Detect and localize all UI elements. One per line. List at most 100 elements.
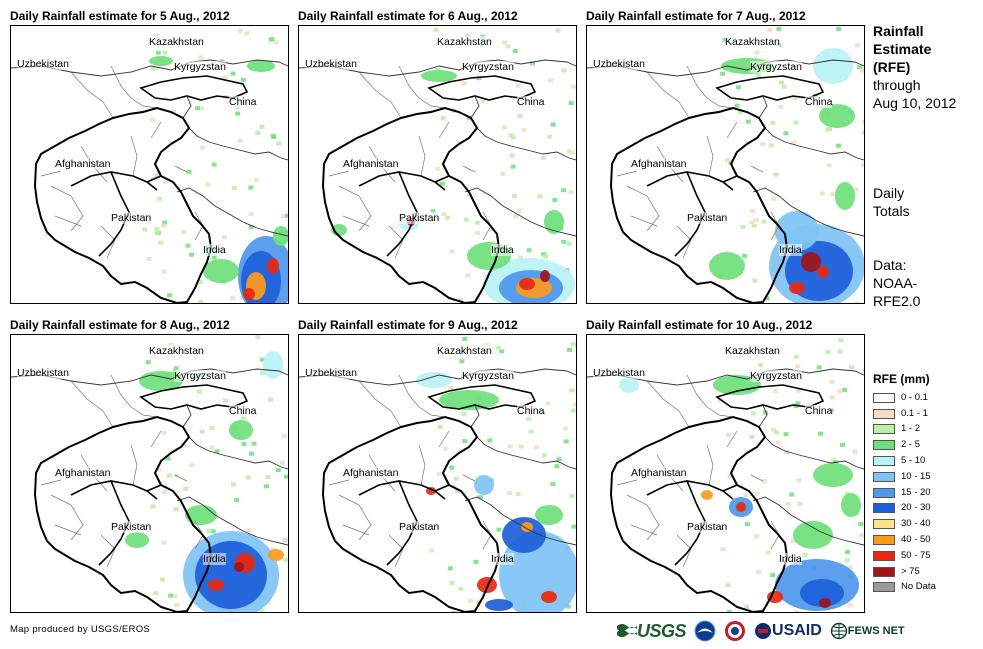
legend-swatch	[873, 456, 895, 466]
side-title: Rainfall Estimate (RFE) through Aug 10, …	[873, 22, 981, 112]
rain-cell	[548, 78, 553, 82]
rain-cell	[168, 594, 173, 598]
rain-cell	[555, 464, 560, 468]
map-label-pakistan: Pakistan	[111, 212, 151, 224]
rain-cell	[725, 158, 730, 162]
rain-cell	[517, 209, 522, 213]
rain-cell	[235, 112, 240, 116]
rain-cell	[449, 466, 454, 470]
rain-cell	[744, 605, 749, 609]
rain-cell	[156, 51, 161, 55]
map-label-kyrgyzstan: Kyrgyzstan	[750, 370, 802, 382]
rain-area	[541, 591, 557, 603]
map-label-india: India	[203, 553, 226, 565]
legend-item: 50 - 75	[873, 548, 981, 564]
legend-item: 0.1 - 1	[873, 406, 981, 422]
rain-cell	[735, 104, 740, 108]
rain-cell	[195, 106, 200, 110]
map-label-china: China	[229, 405, 256, 417]
rain-cell	[238, 29, 243, 33]
rain-cell	[167, 474, 172, 478]
rain-area	[268, 549, 284, 561]
rain-cell	[754, 51, 759, 55]
rain-cell	[797, 479, 802, 483]
rain-cell	[231, 72, 236, 76]
rain-cell	[862, 369, 864, 373]
rain-cell	[551, 482, 556, 486]
usgs-wave-icon	[617, 622, 637, 640]
rain-cell	[147, 257, 152, 261]
rain-cell	[234, 498, 239, 502]
rain-cell	[222, 235, 227, 239]
map-label-kyrgyzstan: Kyrgyzstan	[462, 61, 514, 73]
rain-cell	[212, 163, 217, 167]
rainfall-map: Kazakhstan Uzbekistan Kyrgyzstan China Afgha…	[586, 334, 865, 613]
rain-cell	[570, 151, 575, 155]
rain-area	[819, 598, 831, 608]
daily-line2: Totals	[873, 202, 981, 220]
rain-cell	[500, 172, 505, 176]
legend-label: 2 - 5	[901, 440, 920, 450]
rain-cell	[442, 212, 447, 216]
rain-cell	[564, 439, 569, 443]
map-label-kazakhstan: Kazakhstan	[437, 345, 492, 357]
rain-area	[535, 505, 563, 525]
rain-cell	[160, 578, 165, 582]
rain-cell	[740, 225, 745, 229]
rain-cell	[756, 570, 761, 574]
map-label-india: India	[491, 553, 514, 565]
rain-area	[247, 60, 275, 72]
rain-cell	[752, 279, 757, 283]
rain-cell	[183, 487, 188, 491]
map-label-pakistan: Pakistan	[687, 521, 727, 533]
rain-cell	[187, 170, 192, 174]
rain-cell	[181, 230, 186, 234]
side-daily-totals: Daily Totals	[873, 184, 981, 220]
rain-cell	[507, 491, 512, 495]
rain-cell	[173, 507, 178, 511]
legend-swatch	[873, 519, 895, 529]
rain-cell	[571, 342, 576, 346]
legend-swatch	[873, 582, 895, 592]
rain-cell	[794, 610, 799, 612]
rain-cell	[526, 417, 531, 421]
rain-area	[485, 599, 513, 611]
map-label-pakistan: Pakistan	[399, 212, 439, 224]
rain-cell	[448, 566, 453, 570]
rain-cell	[770, 121, 775, 125]
rain-cell	[441, 116, 446, 120]
map-label-afghanistan: Afghanistan	[343, 467, 398, 479]
rain-cell	[255, 131, 260, 135]
legend-swatch	[873, 535, 895, 545]
rain-cell	[438, 425, 443, 429]
rain-cell	[830, 396, 835, 400]
rain-cell	[197, 390, 202, 394]
rain-cell	[510, 154, 515, 158]
rain-cell	[150, 118, 155, 122]
fews-net-wordmark: FEWS NET	[848, 625, 905, 637]
fews-net-logo: FEWS NET	[830, 622, 905, 640]
rain-cell	[249, 212, 254, 216]
rain-cell	[750, 209, 755, 213]
map-label-china: China	[229, 96, 256, 108]
rain-cell	[252, 442, 257, 446]
rain-cell	[860, 68, 864, 72]
side-title-line3: (RFE)	[873, 58, 981, 76]
rain-cell	[244, 31, 249, 35]
rain-cell	[153, 591, 158, 595]
map-label-china: China	[517, 405, 544, 417]
rain-cell	[853, 450, 858, 454]
rainfall-map: Kazakhstan Uzbekistan Kyrgyzstan China Afgha…	[586, 25, 865, 304]
rain-cell	[283, 558, 288, 562]
rain-cell	[162, 270, 167, 274]
rain-cell	[749, 435, 754, 439]
rain-cell	[774, 173, 779, 177]
rain-cell	[161, 224, 166, 228]
rain-area	[817, 266, 829, 278]
rain-cell	[836, 27, 841, 31]
rain-cell	[162, 541, 167, 545]
rain-cell	[842, 388, 847, 392]
rain-cell	[557, 457, 562, 461]
rainfall-map: Kazakhstan Uzbekistan Kyrgyzstan China Afgha…	[10, 334, 289, 613]
noaa-logo	[694, 620, 716, 642]
